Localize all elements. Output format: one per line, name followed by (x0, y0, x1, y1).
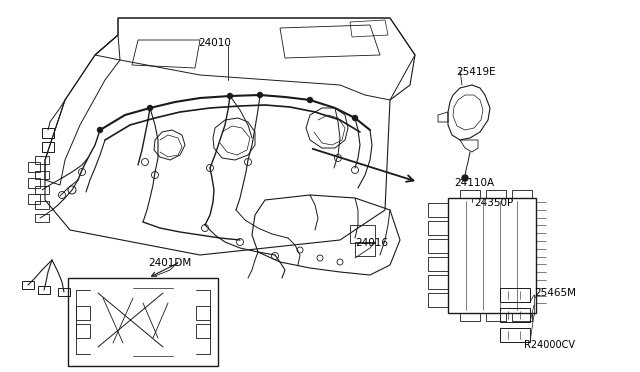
Bar (196, 306, 210, 320)
Bar (500, 308, 530, 322)
Circle shape (97, 128, 102, 132)
Text: R24000CV: R24000CV (524, 340, 575, 350)
Bar (428, 221, 448, 235)
Text: 25419E: 25419E (456, 67, 495, 77)
Bar (28, 178, 40, 188)
Text: 24110A: 24110A (454, 178, 494, 188)
Bar (428, 275, 448, 289)
Bar (22, 281, 34, 289)
Text: 24010: 24010 (198, 38, 231, 48)
Bar (42, 142, 54, 152)
Bar (350, 225, 375, 243)
Bar (428, 293, 448, 307)
Text: 24016: 24016 (355, 238, 388, 248)
Bar (58, 288, 70, 296)
Bar (486, 313, 506, 321)
Bar (460, 190, 480, 198)
Text: 24350P: 24350P (474, 198, 513, 208)
Bar (486, 190, 506, 198)
Bar (512, 313, 532, 321)
Bar (512, 190, 532, 198)
Bar (28, 162, 40, 172)
Bar (35, 214, 49, 222)
Bar (448, 198, 536, 313)
Circle shape (462, 175, 468, 181)
Text: 2401DM: 2401DM (148, 258, 191, 268)
Bar (428, 257, 448, 271)
Circle shape (227, 93, 232, 99)
Bar (428, 203, 448, 217)
Bar (76, 324, 90, 338)
Bar (196, 324, 210, 338)
Bar (35, 186, 49, 194)
Bar (28, 194, 40, 204)
Bar (355, 242, 375, 256)
Bar (500, 288, 530, 302)
Bar (500, 328, 530, 342)
Circle shape (257, 93, 262, 97)
Bar (35, 171, 49, 179)
Bar (35, 156, 49, 164)
Bar (460, 313, 480, 321)
Circle shape (353, 115, 358, 121)
Bar (35, 201, 49, 209)
Circle shape (307, 97, 312, 103)
Circle shape (147, 106, 152, 110)
Bar (428, 239, 448, 253)
Bar (76, 306, 90, 320)
Text: 25465M: 25465M (534, 288, 576, 298)
Bar (68, 278, 218, 366)
Bar (38, 286, 50, 294)
Bar (42, 128, 54, 138)
